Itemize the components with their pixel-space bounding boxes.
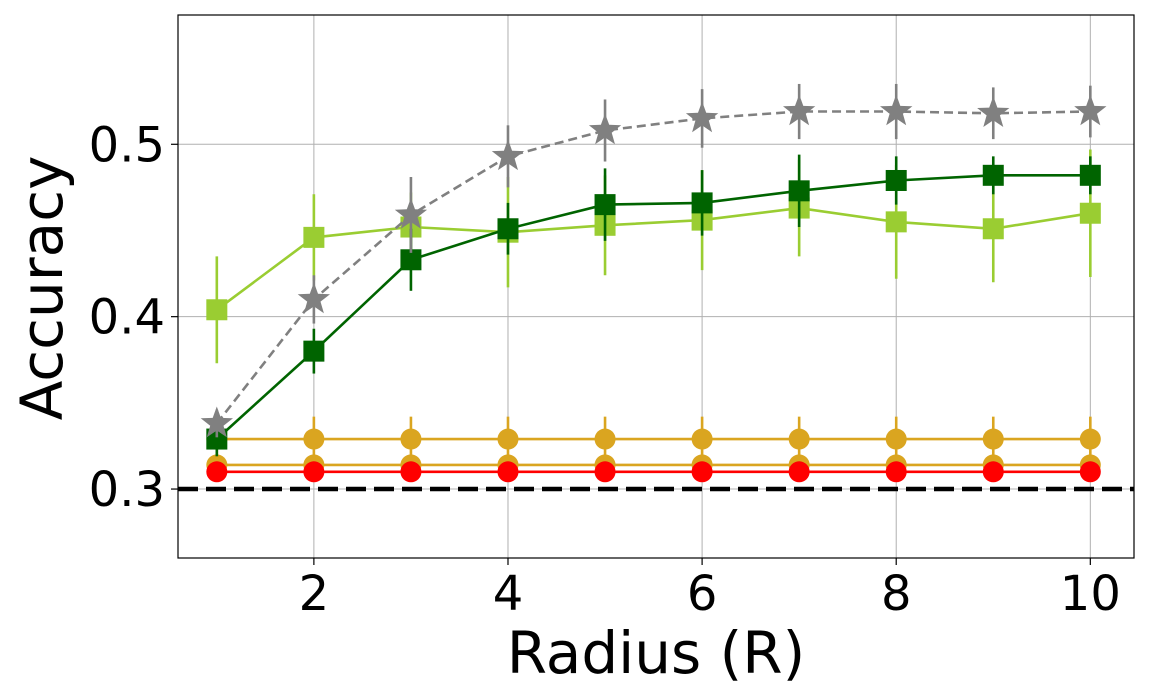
series-3: [206, 149, 1101, 364]
plot-area: [178, 83, 1134, 492]
data-point: [685, 101, 719, 133]
data-point: [1079, 461, 1101, 483]
data-point: [594, 428, 616, 450]
series-1: [206, 416, 1101, 462]
data-point: [303, 226, 325, 248]
data-point: [594, 461, 616, 483]
data-point: [788, 180, 810, 202]
data-point: [788, 428, 810, 450]
data-point: [206, 299, 228, 321]
data-point: [588, 113, 622, 145]
data-point: [1079, 202, 1101, 224]
data-point: [880, 94, 913, 126]
y-tick-label: 0.4: [89, 290, 165, 346]
data-point: [691, 428, 713, 450]
data-point: [788, 461, 810, 483]
data-point: [982, 461, 1004, 483]
data-point: [200, 406, 233, 438]
series-5: [200, 83, 1107, 438]
data-point: [885, 211, 907, 233]
data-point: [491, 139, 525, 171]
data-point: [497, 461, 519, 483]
data-point: [303, 428, 325, 450]
data-point: [982, 428, 1004, 450]
series-4: [206, 154, 1101, 457]
data-point: [400, 461, 422, 483]
x-tick-label: 2: [299, 566, 330, 622]
data-point: [400, 249, 422, 271]
x-tick-label: 8: [881, 566, 912, 622]
data-point: [1079, 428, 1101, 450]
data-point: [1074, 94, 1107, 126]
data-point: [594, 194, 616, 216]
data-point: [303, 461, 325, 483]
x-axis: 2 4 6 8 10: [299, 558, 1121, 622]
data-point: [394, 198, 428, 229]
y-tick-label: 0.5: [89, 117, 165, 173]
data-point: [885, 428, 907, 450]
data-point: [885, 169, 907, 191]
y-tick-label: 0.3: [89, 462, 165, 518]
data-point: [400, 428, 422, 450]
data-point: [1079, 164, 1101, 186]
data-point: [497, 218, 519, 240]
series-line: [215, 110, 1091, 425]
data-point: [691, 192, 713, 214]
data-point: [982, 164, 1004, 186]
data-point: [783, 94, 816, 126]
data-point: [497, 428, 519, 450]
axes-frame: [177, 14, 1135, 559]
y-axis: 0.3 0.4 0.5: [89, 117, 178, 518]
data-point: [303, 340, 325, 362]
series-2: [206, 461, 1101, 483]
y-axis-label: Accuracy: [8, 156, 76, 421]
data-point: [977, 96, 1010, 127]
x-tick-label: 6: [687, 566, 718, 622]
x-axis-label: Radius (R): [507, 619, 805, 687]
series-line: [215, 174, 1091, 441]
data-point: [885, 461, 907, 483]
data-point: [691, 461, 713, 483]
data-point: [297, 282, 330, 314]
data-point: [982, 218, 1004, 240]
x-tick-label: 4: [493, 566, 524, 622]
x-tick-label: 10: [1060, 566, 1121, 622]
data-point: [206, 461, 228, 483]
series-line: [216, 206, 1091, 311]
